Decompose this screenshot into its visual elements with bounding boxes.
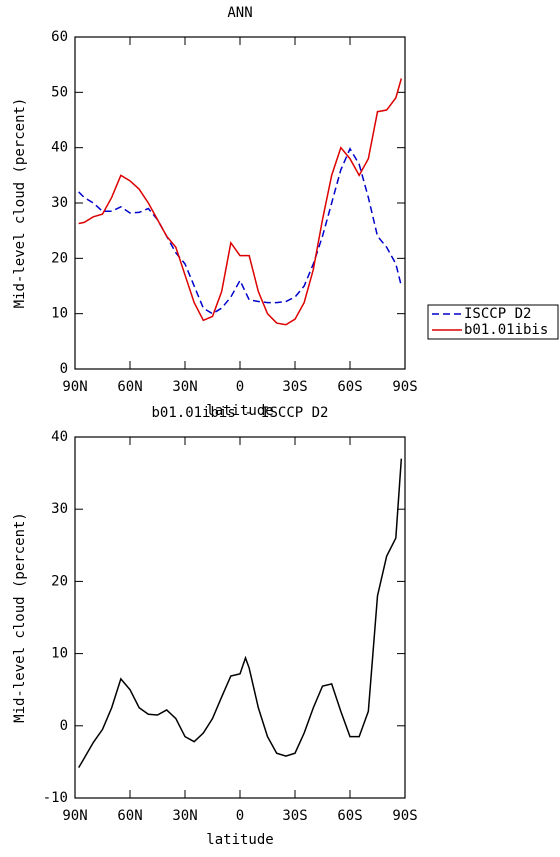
x-tick-label: 90S — [392, 379, 417, 395]
x-tick-label: 30S — [282, 379, 307, 395]
x-tick-label: 0 — [236, 379, 244, 395]
y-tick-label: 20 — [51, 250, 68, 266]
plot-frame — [74, 36, 406, 370]
legend-label: ISCCP D2 — [464, 306, 531, 322]
y-tick-label: 50 — [51, 84, 68, 100]
x-tick-label: 60N — [117, 379, 142, 395]
y-tick-label: 10 — [51, 306, 68, 322]
x-tick-label: 90S — [392, 808, 417, 824]
line-series — [78, 458, 403, 769]
line-series — [78, 147, 403, 315]
x-tick-label: 60N — [117, 808, 142, 824]
x-tick-label: 60S — [337, 808, 362, 824]
x-tick-label: 0 — [236, 808, 244, 824]
chart-title: ANN — [227, 5, 252, 21]
y-tick-label: 40 — [51, 140, 68, 156]
plot-frame — [74, 436, 406, 799]
y-tick-label: 60 — [51, 29, 68, 45]
chart-title: b01.01ibis - ISCCP D2 — [151, 405, 328, 421]
y-tick-label: 40 — [51, 429, 68, 445]
x-tick-label: 30S — [282, 808, 307, 824]
legend-label: b01.01ibis — [464, 322, 548, 338]
y-tick-label: -10 — [43, 790, 68, 806]
x-tick-label: 90N — [62, 808, 87, 824]
y-axis-label: Mid-level cloud (percent) — [12, 512, 28, 723]
y-tick-label: 0 — [60, 718, 68, 734]
y-tick-label: 0 — [60, 361, 68, 377]
x-tick-label: 30N — [172, 808, 197, 824]
x-tick-label: 30N — [172, 379, 197, 395]
y-axis-label: Mid-level cloud (percent) — [12, 98, 28, 309]
x-axis-label: latitude — [206, 832, 273, 848]
y-tick-label: 30 — [51, 195, 68, 211]
x-tick-label: 90N — [62, 379, 87, 395]
line-series — [78, 78, 403, 326]
y-tick-label: 20 — [51, 573, 68, 589]
x-tick-label: 60S — [337, 379, 362, 395]
x-axis-label: latitude — [206, 403, 273, 419]
y-tick-label: 10 — [51, 646, 68, 662]
y-tick-label: 30 — [51, 501, 68, 517]
legend-box — [427, 304, 559, 340]
